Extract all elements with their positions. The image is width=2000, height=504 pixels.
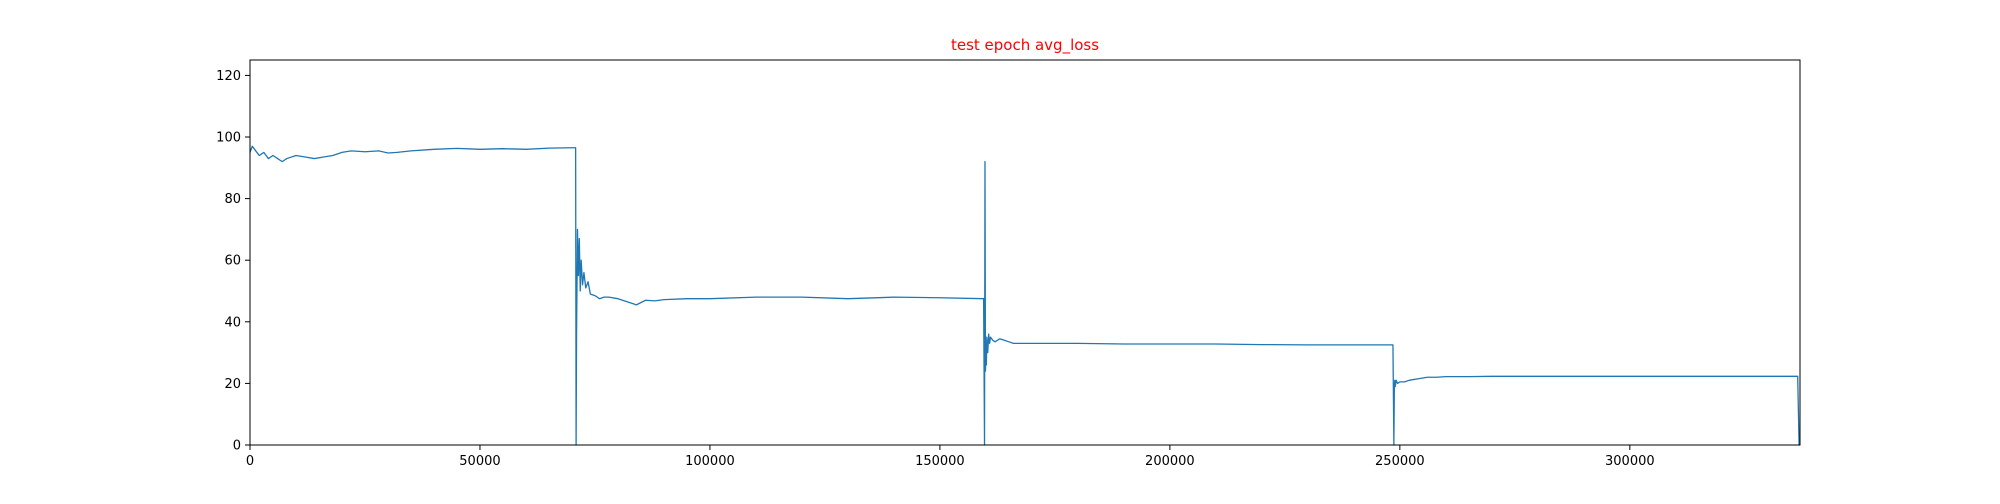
x-tick-label: 50000	[459, 454, 500, 469]
y-tick-label: 60	[224, 254, 241, 269]
x-tick-label: 0	[246, 454, 254, 469]
y-tick-label: 0	[233, 439, 241, 454]
y-tick-label: 20	[224, 377, 241, 392]
y-tick-label: 120	[216, 69, 241, 84]
x-tick-label: 200000	[1145, 454, 1195, 469]
y-tick-label: 100	[216, 131, 241, 146]
plot-frame	[249, 59, 1801, 446]
x-tick-label: 300000	[1605, 454, 1655, 469]
chart-title: test epoch avg_loss	[951, 36, 1099, 55]
y-tick-label: 80	[224, 192, 241, 207]
x-tick-label: 150000	[915, 454, 965, 469]
y-tick-label: 40	[224, 315, 241, 330]
x-tick-label: 100000	[685, 454, 735, 469]
x-tick-label: 250000	[1375, 454, 1425, 469]
series-line-0	[249, 145, 1800, 446]
